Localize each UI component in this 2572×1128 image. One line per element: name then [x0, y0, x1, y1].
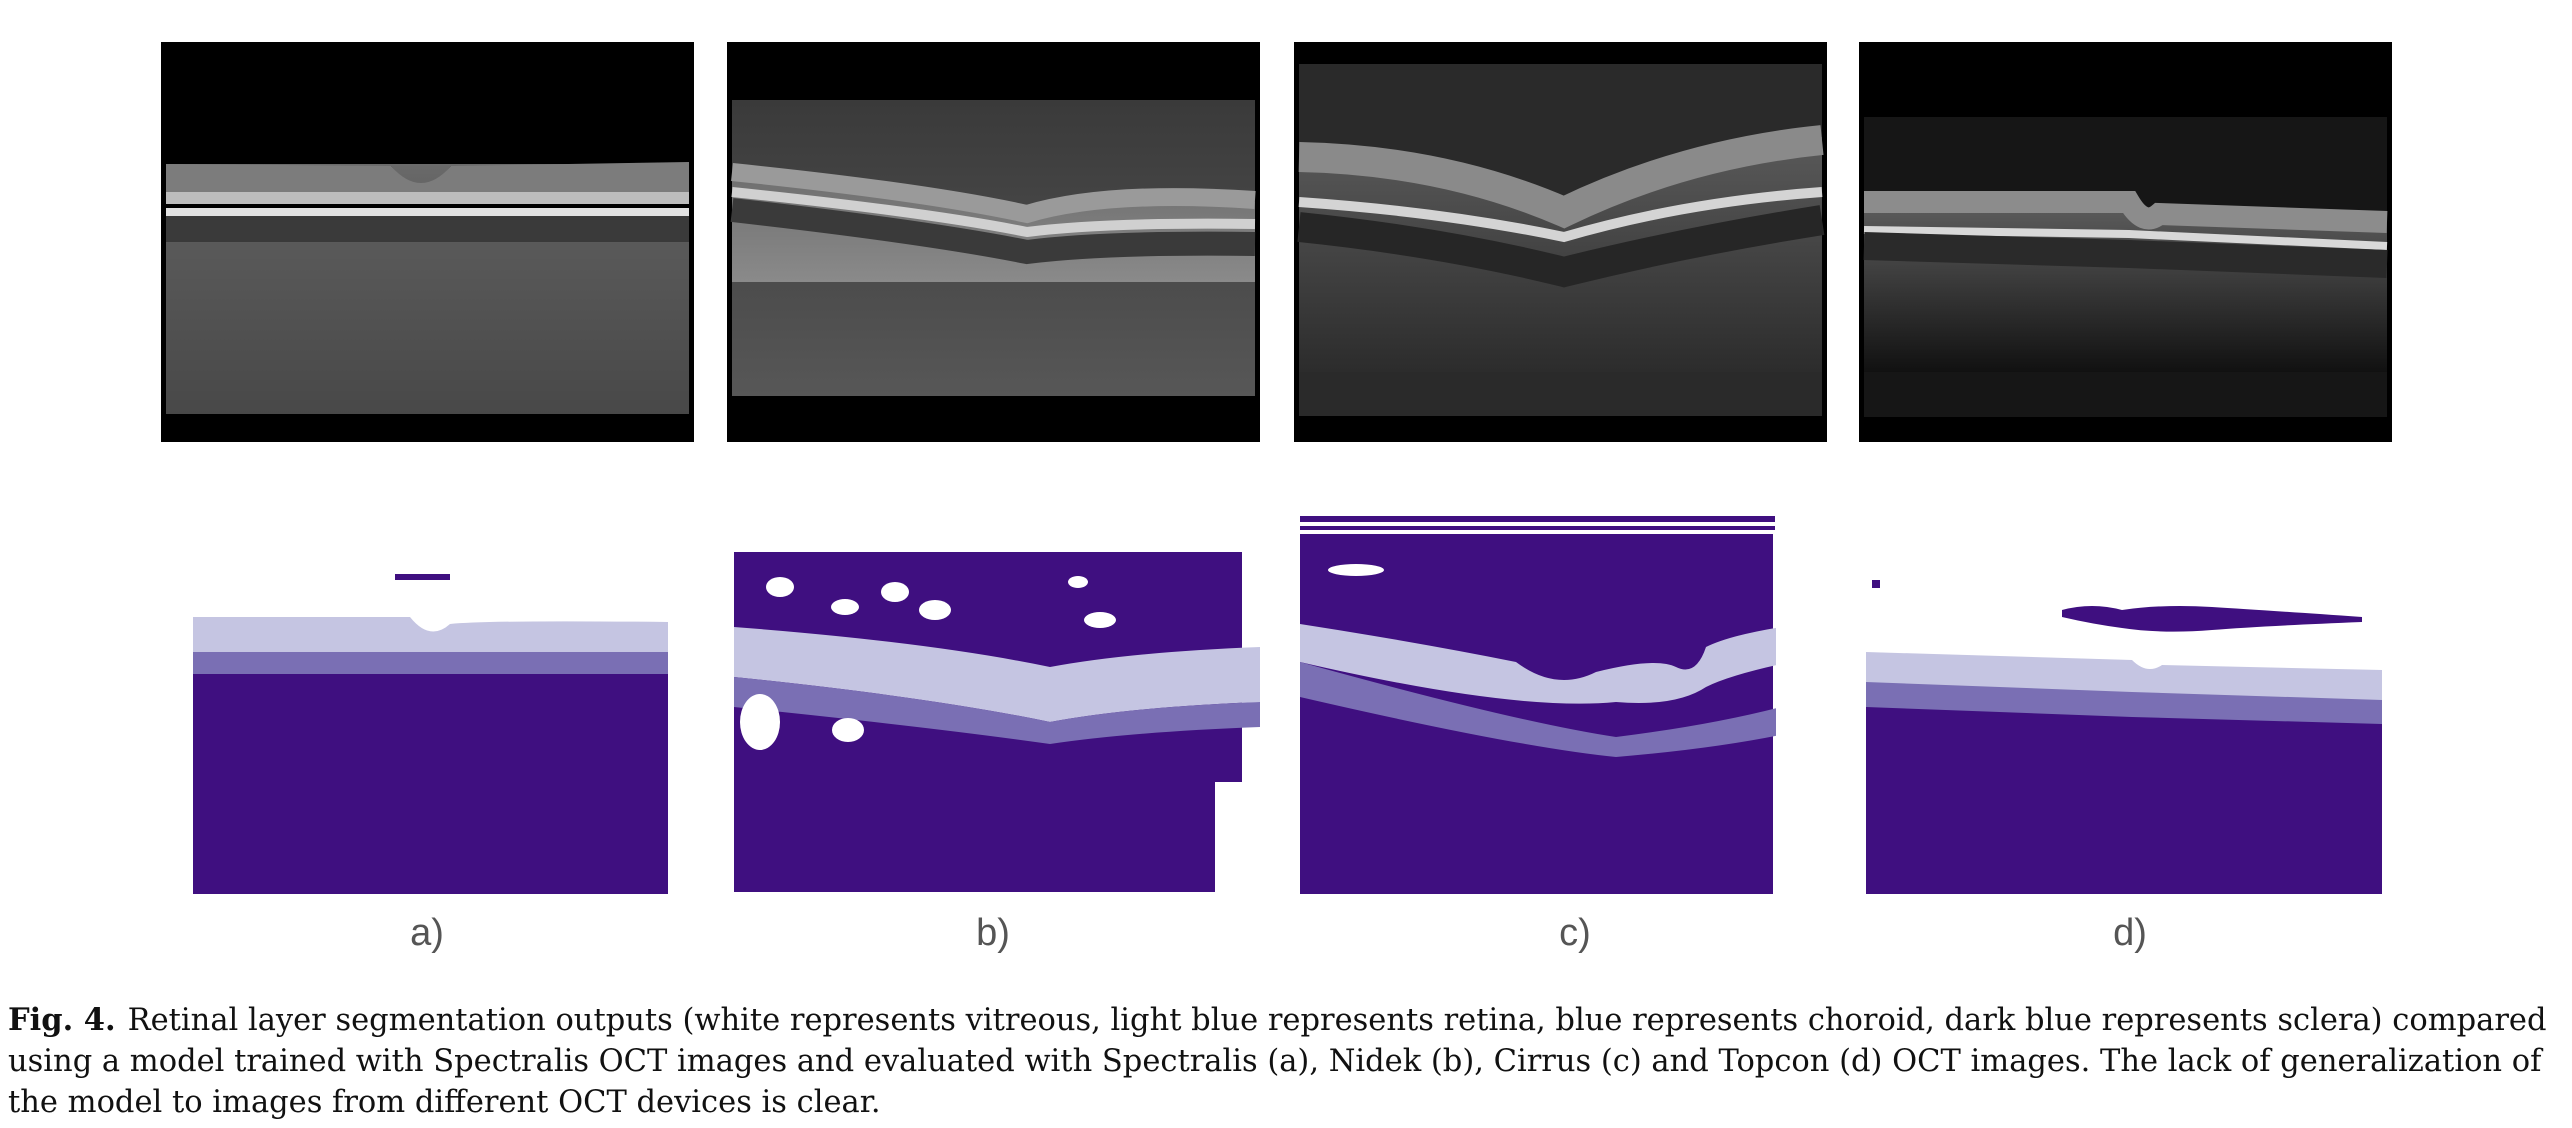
- figure-caption: Fig. 4. Retinal layer segmentation output…: [8, 1000, 2563, 1123]
- caption-text: Retinal layer segmentation outputs (whit…: [8, 1003, 2547, 1120]
- panel-label-b: b): [976, 912, 1010, 954]
- oct-scan-c: [1294, 42, 1827, 442]
- figure-label: Fig. 4.: [8, 1002, 116, 1038]
- segmentation-c: [1296, 492, 1826, 894]
- oct-scan-d: [1859, 42, 2392, 442]
- panel-label-d: d): [2113, 912, 2147, 954]
- panel-label-a: a): [410, 912, 444, 954]
- oct-scan-a: [161, 42, 694, 442]
- segmentation-a: [190, 492, 668, 894]
- panel-label-c: c): [1559, 912, 1591, 954]
- segmentation-b: [730, 492, 1260, 894]
- segmentation-d: [1862, 492, 2392, 894]
- oct-scan-b: [727, 42, 1260, 442]
